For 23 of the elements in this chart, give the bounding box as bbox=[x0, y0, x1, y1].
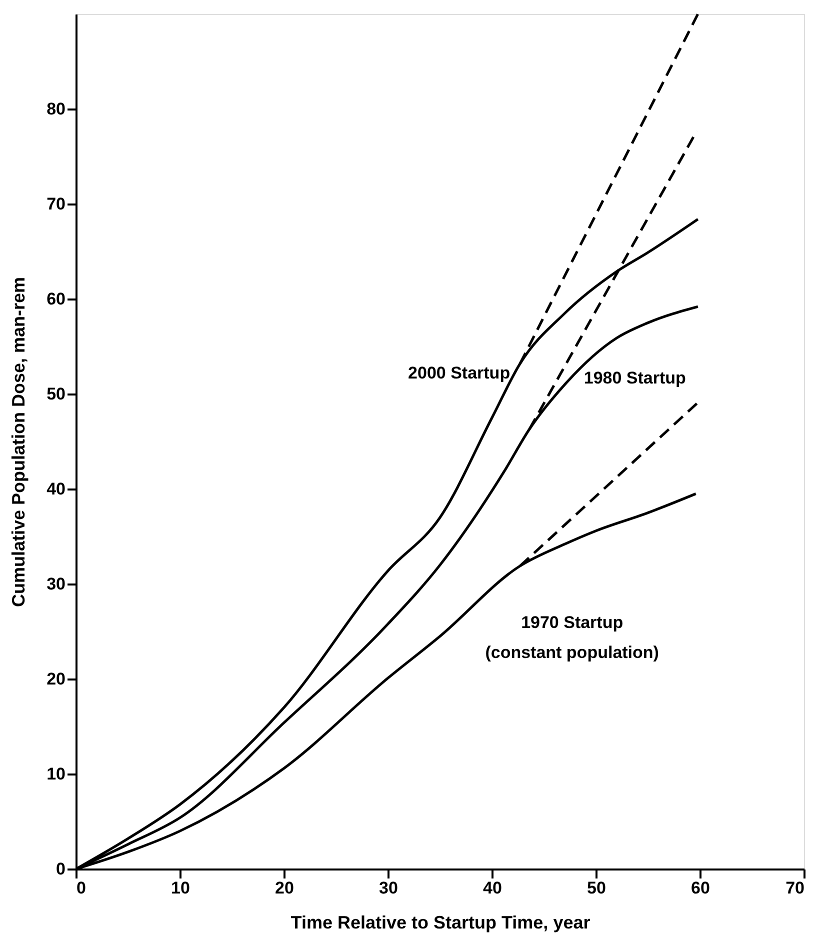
x-tick-label: 70 bbox=[786, 878, 804, 898]
y-tick-label: 50 bbox=[46, 384, 66, 404]
y-tick-label: 20 bbox=[46, 670, 66, 688]
y-tick-label: 30 bbox=[46, 574, 66, 594]
text: 1970 Startup bbox=[521, 612, 624, 632]
x-tick-label: 10 bbox=[171, 878, 190, 898]
y-tick-label: 80 bbox=[46, 100, 66, 118]
x-tick-label: 60 bbox=[691, 878, 710, 898]
y-tick-label: 10 bbox=[46, 764, 66, 784]
series-label: 2000 Startup bbox=[408, 364, 510, 383]
y-tick-label: 40 bbox=[46, 480, 66, 498]
y-tick-label: 70 bbox=[46, 194, 66, 214]
x-tick-label: 20 bbox=[275, 878, 294, 898]
y-tick-label: 0 bbox=[56, 860, 66, 878]
annotation: (constant population) bbox=[485, 642, 659, 662]
x-tick-label: 30 bbox=[379, 878, 398, 898]
x-tick-label: 50 bbox=[587, 878, 606, 898]
series-label: 1980 Startup bbox=[584, 368, 686, 388]
x-tick-label: 0 bbox=[76, 878, 86, 898]
y-tick-label: 60 bbox=[46, 290, 66, 308]
x-tick-label: 40 bbox=[483, 878, 502, 898]
x-axis-title: Time Relative to Startup Time, year bbox=[290, 912, 590, 932]
y-axis-title: Cumulative Population Dose, man-rem bbox=[8, 276, 29, 608]
